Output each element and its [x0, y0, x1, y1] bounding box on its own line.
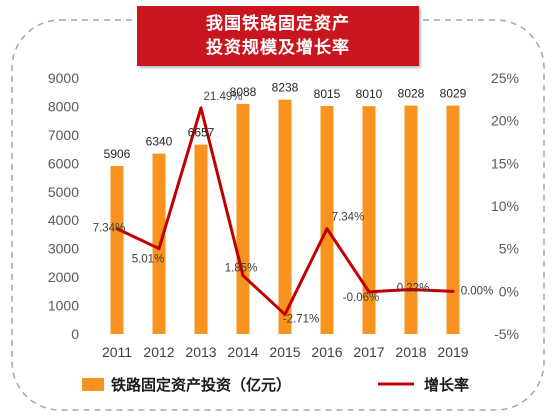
- x-tick-label: 2018: [395, 344, 426, 360]
- y-right-tick-label: 15%: [491, 155, 519, 171]
- x-tick-label: 2016: [311, 344, 342, 360]
- axes: 0 1000 2000 3000 4000 5000 6000 7000 8000 9000 -5%…: [48, 70, 519, 360]
- y-left-tick-label: 8000: [48, 98, 79, 114]
- growth-point: [367, 290, 371, 294]
- y-left-tick-label: 2000: [48, 269, 79, 285]
- growth-point: [157, 247, 161, 251]
- data-labels: 5906 6340 6657 8088 8238 8015 8010 8028 8029 7.34…: [93, 81, 494, 326]
- growth-value-label: 1.85%: [225, 263, 258, 275]
- bar-value-label: 8029: [440, 87, 467, 101]
- bar: [110, 166, 124, 334]
- growth-point: [199, 106, 203, 110]
- growth-point: [325, 227, 329, 231]
- y-left-tick-label: 9000: [48, 70, 79, 86]
- growth-value-label: 0.22%: [397, 282, 430, 294]
- chart-title: 我国铁路固定资产 投资规模及增长率: [137, 6, 419, 66]
- bar-value-label: 8010: [356, 87, 383, 101]
- chart-title-line-1: 我国铁路固定资产: [206, 14, 350, 34]
- x-tick-label: 2014: [227, 344, 258, 360]
- growth-value-label: -2.71%: [283, 313, 319, 325]
- y-left-tick-label: 4000: [48, 212, 79, 228]
- bar-value-label: 6657: [188, 126, 215, 140]
- legend: 铁路固定资产投资（亿元） 增长率: [82, 376, 469, 394]
- y-right-tick-label: 10%: [491, 198, 519, 214]
- x-tick-label: 2011: [102, 344, 132, 360]
- growth-point: [283, 312, 287, 316]
- bar: [236, 103, 250, 334]
- y-left-tick-label: 7000: [48, 127, 79, 143]
- y-right-tick-label: -5%: [494, 326, 519, 342]
- bar-value-label: 8238: [272, 81, 299, 95]
- bar-value-label: 8088: [230, 85, 257, 99]
- x-tick-label: 2017: [353, 344, 384, 360]
- bar-value-label: 6340: [146, 135, 173, 149]
- bar-value-label: 5906: [104, 147, 131, 161]
- x-tick-label: 2015: [269, 344, 300, 360]
- bar: [194, 144, 208, 334]
- bar-value-label: 8028: [398, 87, 425, 101]
- y-right-tick-label: 0%: [499, 283, 519, 299]
- x-tick-label: 2013: [185, 344, 216, 360]
- bar-series: [110, 99, 460, 334]
- chart-title-line-2: 投资规模及增长率: [206, 38, 350, 58]
- legend-label-line: 增长率: [424, 376, 469, 394]
- y-left-tick-label: 6000: [48, 155, 79, 171]
- growth-point: [241, 274, 245, 278]
- growth-point: [409, 287, 413, 291]
- growth-value-label: -0.06%: [343, 292, 379, 304]
- x-tick-label: 2019: [437, 344, 468, 360]
- y-right-tick-label: 20%: [491, 113, 519, 129]
- growth-value-label: 21.49%: [203, 91, 242, 103]
- bar: [320, 106, 334, 334]
- y-left-tick-label: 0: [71, 326, 79, 342]
- x-tick-label: 2012: [143, 344, 174, 360]
- bar: [404, 105, 418, 334]
- line-series: [115, 106, 455, 316]
- y-left-tick-label: 1000: [48, 298, 79, 314]
- y-right-tick-label: 5%: [499, 241, 519, 257]
- legend-swatch-bar: [82, 378, 104, 391]
- y-right-tick-label: 25%: [491, 70, 519, 86]
- bar-value-label: 8015: [314, 87, 341, 101]
- growth-value-label: 7.34%: [332, 212, 365, 224]
- legend-label-bar: 铁路固定资产投资（亿元）: [111, 376, 291, 394]
- growth-value-label: 7.34%: [93, 223, 126, 235]
- bar: [362, 106, 376, 334]
- growth-point: [115, 227, 119, 231]
- y-left-tick-label: 5000: [48, 184, 79, 200]
- growth-value-label: 5.01%: [132, 254, 165, 266]
- growth-point: [451, 289, 455, 293]
- y-left-tick-label: 3000: [48, 241, 79, 257]
- growth-value-label: 0.00%: [461, 285, 494, 297]
- bar: [278, 99, 292, 334]
- bar: [446, 105, 460, 334]
